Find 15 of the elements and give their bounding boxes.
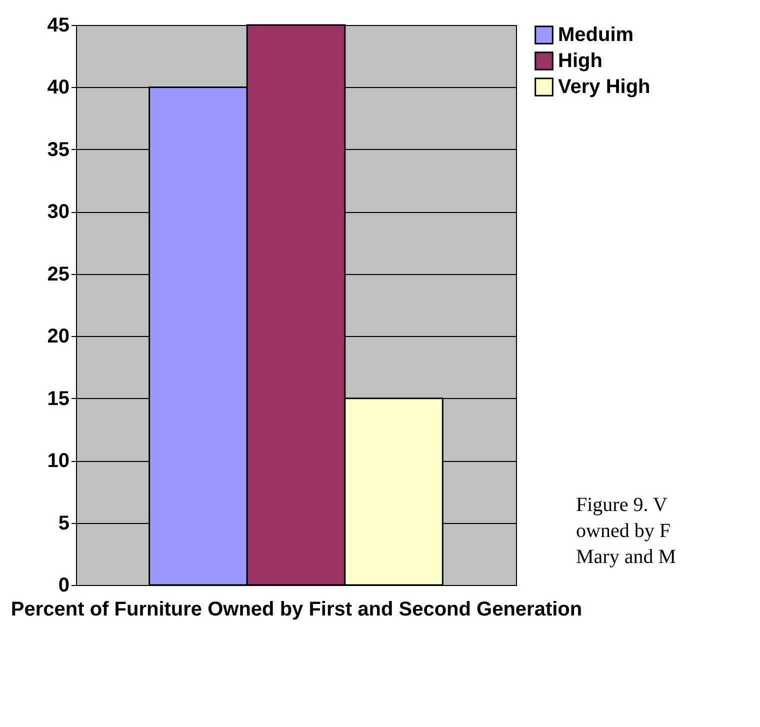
y-tick-label: 45: [47, 14, 70, 36]
y-tick-label: 0: [58, 574, 70, 596]
y-tick-label: 30: [47, 201, 70, 224]
y-tick-label: 15: [47, 388, 70, 410]
y-tick-label: 40: [47, 76, 70, 99]
y-tick-label: 10: [47, 450, 70, 472]
x-axis-title: Percent of Furniture Owned by First and Second Generation: [10, 598, 582, 620]
y-tick-label: 5: [58, 512, 70, 534]
caption: Figure 9. V owned by F Mary and M: [576, 494, 676, 568]
legend-label: Meduim: [558, 24, 634, 46]
legend-label: Very High: [558, 76, 650, 98]
y-tick-label: 35: [47, 138, 70, 161]
legend-label: High: [558, 50, 602, 72]
y-tick-label: 20: [47, 326, 70, 348]
y-tick-label: 25: [47, 263, 70, 286]
